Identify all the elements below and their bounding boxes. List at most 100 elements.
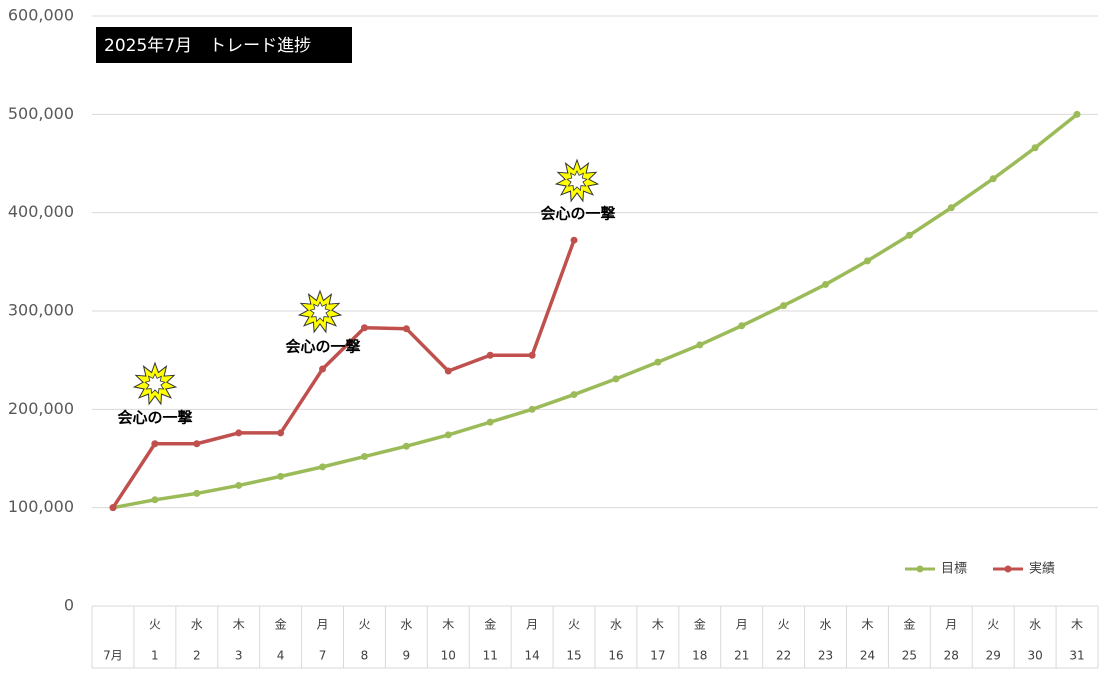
point-marker bbox=[486, 418, 494, 426]
point-marker bbox=[612, 375, 620, 383]
x-tick-label: 10 bbox=[441, 649, 456, 663]
point-marker bbox=[654, 358, 662, 366]
point-marker bbox=[947, 204, 955, 212]
x-tick-label: 4 bbox=[277, 649, 285, 663]
y-tick-label: 500,000 bbox=[8, 104, 74, 123]
weekday-label: 木 bbox=[1071, 618, 1083, 632]
weekday-label: 木 bbox=[861, 618, 873, 632]
starburst-core bbox=[566, 170, 588, 192]
point-marker bbox=[319, 463, 327, 471]
legend-label: 実績 bbox=[1029, 561, 1055, 577]
x-tick-label: 7 bbox=[319, 649, 327, 663]
y-tick-label: 600,000 bbox=[8, 6, 74, 25]
weekday-label: 金 bbox=[694, 617, 706, 632]
x-tick-label: 16 bbox=[608, 649, 623, 663]
point-marker bbox=[277, 429, 285, 437]
point-marker bbox=[444, 367, 452, 375]
weekday-label: 木 bbox=[652, 618, 664, 632]
weekday-label: 金 bbox=[275, 617, 287, 632]
starburst-core bbox=[144, 373, 166, 395]
weekday-label: 月 bbox=[736, 618, 748, 632]
point-marker bbox=[277, 472, 285, 480]
x-tick-label: 3 bbox=[235, 649, 243, 663]
weekday-label: 月 bbox=[317, 618, 329, 632]
legend-marker bbox=[916, 565, 924, 573]
x-tick-label: 15 bbox=[566, 649, 581, 663]
x-tick-label: 30 bbox=[1027, 649, 1042, 663]
y-tick-label: 400,000 bbox=[8, 202, 74, 221]
point-marker bbox=[444, 431, 452, 439]
x-tick-label: 7月 bbox=[103, 649, 123, 663]
weekday-label: 水 bbox=[610, 618, 622, 632]
chart-title: 2025年7月 トレード進捗 bbox=[104, 36, 311, 56]
point-marker bbox=[319, 365, 327, 373]
point-marker bbox=[193, 489, 201, 497]
y-tick-label: 0 bbox=[64, 596, 74, 615]
weekday-label: 火 bbox=[358, 618, 370, 632]
x-tick-label: 29 bbox=[986, 649, 1001, 663]
series-line bbox=[112, 112, 1079, 510]
annotation: 会心の一撃 bbox=[540, 205, 615, 223]
y-tick-label: 200,000 bbox=[8, 399, 74, 418]
legend-label: 目標 bbox=[941, 562, 967, 577]
weekday-label: 金 bbox=[903, 617, 915, 632]
point-marker bbox=[780, 302, 788, 310]
weekday-label: 木 bbox=[442, 618, 454, 632]
weekday-label: 火 bbox=[987, 618, 999, 632]
x-tick-label: 14 bbox=[524, 649, 539, 663]
weekday-label: 木 bbox=[233, 618, 245, 632]
annotation: 会心の一撃 bbox=[117, 409, 192, 427]
x-tick-label: 24 bbox=[860, 649, 875, 663]
point-marker bbox=[360, 453, 368, 461]
point-marker bbox=[989, 175, 997, 183]
x-tick-label: 21 bbox=[734, 649, 749, 663]
x-tick-label: 9 bbox=[403, 649, 411, 663]
weekday-label: 金 bbox=[484, 617, 496, 632]
weekday-label: 火 bbox=[568, 618, 580, 632]
x-tick-label: 31 bbox=[1069, 649, 1084, 663]
weekday-label: 火 bbox=[778, 618, 790, 632]
point-marker bbox=[109, 504, 117, 512]
weekday-label: 水 bbox=[191, 618, 203, 632]
legend-marker bbox=[1004, 565, 1012, 573]
annotation: 会心の一撃 bbox=[285, 338, 360, 356]
point-marker bbox=[402, 442, 410, 450]
series-line bbox=[111, 239, 576, 509]
point-marker bbox=[528, 351, 536, 359]
point-marker bbox=[738, 322, 746, 330]
point-marker bbox=[193, 440, 201, 448]
point-marker bbox=[570, 391, 578, 399]
point-marker bbox=[863, 257, 871, 265]
x-tick-label: 22 bbox=[776, 649, 791, 663]
point-marker bbox=[822, 280, 830, 288]
point-marker bbox=[235, 481, 243, 489]
point-marker bbox=[151, 496, 159, 504]
weekday-label: 水 bbox=[1029, 618, 1041, 632]
point-marker bbox=[235, 429, 243, 437]
x-tick-label: 2 bbox=[193, 649, 201, 663]
x-tick-label: 23 bbox=[818, 649, 833, 663]
weekday-label: 月 bbox=[945, 618, 957, 632]
point-marker bbox=[528, 405, 536, 413]
point-marker bbox=[486, 351, 494, 359]
x-tick-label: 28 bbox=[944, 649, 959, 663]
x-tick-label: 18 bbox=[692, 649, 707, 663]
point-marker bbox=[1031, 144, 1039, 152]
point-marker bbox=[696, 341, 704, 349]
title-box bbox=[96, 27, 352, 63]
point-marker bbox=[905, 231, 913, 239]
point-marker bbox=[360, 324, 368, 332]
point-marker bbox=[151, 440, 159, 448]
weekday-label: 水 bbox=[820, 618, 832, 632]
weekday-label: 水 bbox=[400, 618, 412, 632]
x-tick-label: 11 bbox=[483, 649, 498, 663]
weekday-label: 火 bbox=[149, 618, 161, 632]
weekday-label: 月 bbox=[526, 618, 538, 632]
point-marker bbox=[1073, 110, 1081, 118]
y-tick-label: 300,000 bbox=[8, 301, 74, 320]
point-marker bbox=[402, 325, 410, 333]
starburst-core bbox=[309, 301, 331, 323]
point-marker bbox=[570, 236, 578, 244]
x-tick-label: 25 bbox=[902, 649, 917, 663]
